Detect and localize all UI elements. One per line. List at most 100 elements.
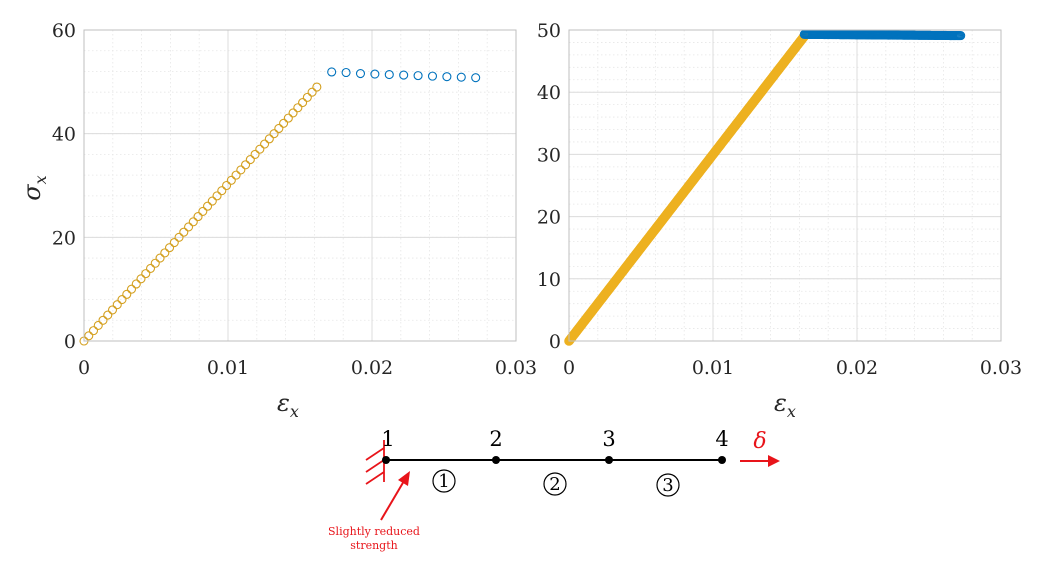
elastic-point: [88, 326, 99, 336]
y-tick-label: 30: [537, 144, 561, 166]
elastic-point: [198, 206, 208, 216]
elastic-point: [293, 103, 303, 113]
y-tick-label: 0: [549, 331, 561, 353]
x-tick-label: 0.02: [351, 357, 393, 379]
elastic-point: [131, 279, 141, 289]
elastic-point: [279, 118, 289, 128]
elastic-point: [103, 310, 113, 320]
elastic-point: [312, 82, 322, 92]
elastic-point: [207, 196, 217, 206]
softening-point: [370, 69, 380, 79]
x-tick-label: 0.01: [692, 357, 734, 379]
left-data-points: [79, 67, 481, 346]
elastic-point: [236, 165, 246, 175]
right-x-tick-labels: 0 0.01 0.02 0.03: [563, 357, 1022, 379]
elastic-point: [212, 191, 222, 201]
element-label-3: 3: [662, 475, 673, 496]
displacement-arrow-icon: [740, 455, 780, 467]
elastic-point: [107, 305, 118, 315]
right-chart: 0 0.01 0.02 0.03 0 10 20 30 40 50 εx: [537, 20, 1022, 421]
softening-point: [471, 73, 481, 83]
elastic-point: [179, 227, 189, 237]
elastic-point: [307, 87, 317, 97]
elastic-point: [164, 243, 175, 253]
x-tick-label: 0.01: [207, 357, 249, 379]
node-3: [605, 456, 613, 464]
right-x-axis-label: εx: [774, 389, 796, 421]
element-marker-1: [432, 469, 456, 493]
elastic-point: [260, 139, 270, 149]
elastic-point: [203, 201, 213, 211]
node-4: [718, 456, 726, 464]
node-label-2: 2: [489, 427, 502, 451]
elastic-point: [283, 113, 293, 123]
node-label-1: 1: [381, 427, 394, 451]
elastic-point: [155, 253, 165, 263]
element-label-2: 2: [549, 474, 560, 495]
node-2: [492, 456, 500, 464]
elastic-point: [141, 269, 151, 279]
x-tick-label: 0.02: [836, 357, 878, 379]
y-tick-label: 60: [52, 20, 76, 42]
left-plot-area: [84, 30, 516, 341]
y-tick-label: 20: [52, 227, 76, 249]
elastic-point: [112, 300, 122, 310]
element-marker-2: [543, 472, 567, 496]
elastic-point: [255, 144, 265, 154]
softening-point: [355, 68, 366, 79]
elastic-point: [93, 320, 103, 331]
left-y-axis-label: σx: [18, 175, 50, 200]
softening-point: [399, 70, 409, 80]
elastic-point: [183, 222, 194, 232]
softening-point: [427, 71, 438, 81]
elastic-point: [269, 129, 279, 139]
y-tick-label: 50: [537, 20, 561, 42]
elastic-point: [169, 237, 179, 248]
right-plot-frame: [568, 29, 1002, 342]
softening-point: [327, 67, 337, 77]
elastic-point: [250, 149, 260, 159]
elastic-point: [145, 263, 156, 273]
elastic-point: [264, 134, 274, 144]
softening-point: [456, 72, 466, 82]
delta-label: δ: [753, 429, 766, 454]
y-tick-label: 0: [64, 331, 76, 353]
right-plot-area: [569, 30, 1001, 341]
elastic-point: [160, 248, 170, 258]
left-chart: 0 0.01 0.02 0.03 0 20 40 60 εx σx: [18, 20, 537, 421]
node-label-4: 4: [715, 427, 728, 451]
left-x-tick-labels: 0 0.01 0.02 0.03: [78, 357, 537, 379]
softening-point: [413, 71, 423, 81]
elastic-point: [174, 232, 184, 242]
bar-diagram: 1 2 3 4 1 2 3 δ Slightly reduced strengt…: [328, 427, 780, 552]
left-plot-frame: [83, 29, 517, 342]
annotation-text-line-2: strength: [350, 539, 397, 552]
softening-point: [384, 70, 394, 80]
softening-point: [956, 31, 966, 41]
elastic-point: [226, 175, 236, 185]
elastic-point: [288, 108, 298, 118]
right-data-points: [564, 29, 966, 346]
x-tick-label: 0: [78, 357, 90, 379]
element-label-1: 1: [438, 471, 449, 492]
x-tick-label: 0: [563, 357, 575, 379]
elastic-point: [117, 294, 127, 305]
elastic-point: [298, 98, 308, 108]
annotation-text-line-1: Slightly reduced: [328, 525, 420, 538]
node-label-3: 3: [602, 427, 615, 451]
x-tick-label: 0.03: [980, 357, 1022, 379]
left-x-axis-label: εx: [277, 389, 299, 421]
elastic-point: [136, 274, 146, 284]
elastic-point: [217, 186, 227, 196]
x-tick-label: 0.03: [495, 357, 537, 379]
elastic-point: [122, 289, 132, 299]
y-tick-label: 40: [52, 124, 76, 146]
softening-point: [442, 72, 452, 82]
elastic-point: [98, 315, 108, 325]
elastic-point: [302, 92, 312, 102]
element-marker-3: [656, 473, 680, 497]
y-tick-label: 40: [537, 82, 561, 104]
elastic-point: [274, 123, 284, 134]
elastic-point: [245, 155, 255, 165]
